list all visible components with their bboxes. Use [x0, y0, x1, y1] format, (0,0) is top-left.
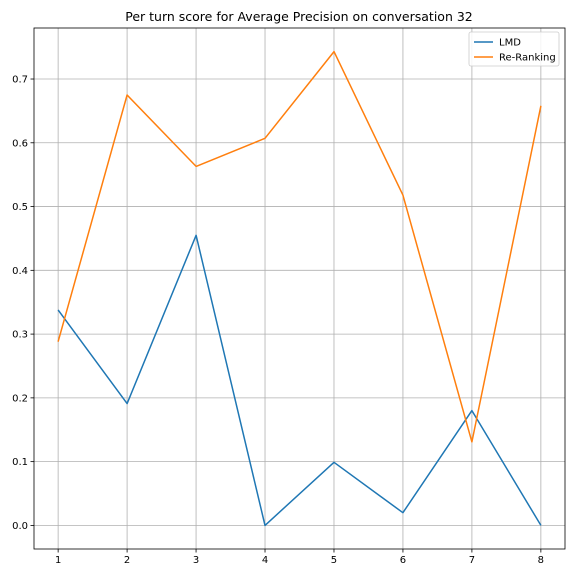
x-axis: 1 2 3 4 5 6 7 8	[55, 549, 544, 566]
x-tick-label: 1	[55, 555, 61, 566]
x-tick-label: 7	[469, 555, 475, 566]
y-tick-label: 0.0	[12, 521, 28, 532]
grid-lines	[34, 28, 565, 549]
series-line-re-ranking	[57, 50, 542, 443]
chart-title: Per turn score for Average Precision on …	[125, 9, 473, 24]
y-tick-label: 0.2	[12, 393, 28, 404]
x-tick-label: 2	[124, 555, 130, 566]
y-tick-label: 0.4	[12, 266, 28, 277]
x-tick-label: 6	[400, 555, 406, 566]
y-tick-label: 0.1	[12, 457, 28, 468]
series-line-lmd	[57, 234, 542, 527]
plot-frame	[33, 27, 566, 550]
legend: LMD Re-Ranking	[468, 31, 560, 67]
y-tick-label: 0.7	[12, 75, 28, 86]
y-axis: 0.0 0.1 0.2 0.3 0.4 0.5 0.6 0.7	[12, 75, 34, 532]
x-tick-label: 5	[331, 555, 337, 566]
series-lines	[57, 50, 542, 527]
legend-label: Re-Ranking	[499, 53, 556, 64]
y-tick-label: 0.5	[12, 202, 28, 213]
legend-label: LMD	[499, 38, 521, 49]
y-tick-label: 0.6	[12, 138, 28, 149]
x-tick-label: 8	[538, 555, 544, 566]
x-tick-label: 3	[193, 555, 199, 566]
x-tick-label: 4	[262, 555, 268, 566]
y-tick-label: 0.3	[12, 330, 28, 341]
